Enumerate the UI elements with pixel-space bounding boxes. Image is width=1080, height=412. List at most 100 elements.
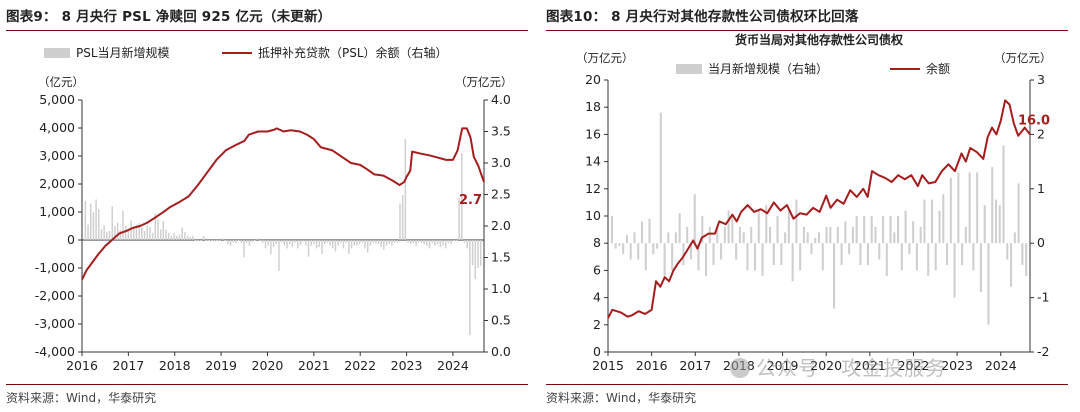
- bar-mark: [114, 226, 116, 240]
- bar-mark: [682, 243, 685, 265]
- bar-mark: [415, 240, 417, 246]
- left-tick-label: 0: [593, 344, 601, 359]
- panel-title: 图表9： 8 月央行 PSL 净赎回 925 亿元（未更新）: [6, 9, 332, 25]
- x-tick-label: 2024: [437, 358, 469, 373]
- left-tick-label: 14: [585, 154, 601, 169]
- bar-mark: [821, 243, 824, 271]
- bar-mark: [192, 235, 194, 240]
- bar-mark: [361, 240, 364, 243]
- bar-mark: [444, 240, 447, 249]
- bar-mark: [176, 235, 178, 240]
- bar-mark: [750, 226, 753, 244]
- bar-mark: [410, 240, 412, 245]
- bar-mark: [663, 243, 666, 276]
- bar-mark: [976, 172, 979, 244]
- bar-mark: [106, 231, 108, 240]
- bar-mark: [716, 226, 719, 244]
- bar-mark: [345, 240, 347, 243]
- bar-mark: [141, 227, 143, 240]
- bar-mark: [855, 216, 858, 244]
- bar-mark: [742, 232, 745, 244]
- bar-mark: [946, 243, 949, 265]
- x-tick-label: 2022: [344, 358, 376, 373]
- bar-mark: [455, 240, 458, 241]
- watermark: 公众号 · 攻金投服务: [730, 352, 946, 381]
- bar-mark: [412, 240, 415, 243]
- legend-label-line: 抵押补充贷款（PSL）余额（右轴）: [258, 45, 448, 60]
- left-tick-label: -1,000: [35, 260, 75, 275]
- right-tick-label: 2.5: [491, 187, 511, 202]
- bar-mark: [893, 232, 896, 244]
- right-tick-label: 1: [1037, 181, 1045, 196]
- bar-mark: [885, 243, 888, 276]
- bar-mark: [229, 240, 232, 246]
- left-tick-label: 4: [593, 290, 601, 305]
- bar-mark: [795, 199, 798, 244]
- bar-mark: [165, 229, 167, 240]
- bar-mark: [350, 240, 353, 249]
- right-tick-label: 2.0: [491, 218, 511, 233]
- bar-mark: [245, 240, 248, 243]
- bar-mark: [385, 240, 388, 246]
- bar-mark: [377, 240, 380, 245]
- bar-mark: [404, 139, 407, 240]
- bar-mark: [458, 198, 460, 240]
- bar-mark: [372, 240, 374, 243]
- source-note: 资料来源：Wind，华泰研究: [6, 391, 157, 405]
- right-tick-label: 4.0: [491, 92, 511, 107]
- bar-mark: [814, 237, 817, 244]
- bar-mark: [678, 213, 681, 244]
- bar-mark: [307, 240, 310, 257]
- bar-mark: [302, 240, 304, 242]
- bar-mark: [243, 240, 245, 258]
- right-tick-label: -1: [1037, 290, 1049, 305]
- bar-mark: [704, 243, 708, 276]
- bar-mark: [453, 240, 455, 241]
- left-tick-label: 8: [593, 235, 601, 250]
- right-tick-label: -2: [1037, 344, 1049, 359]
- bar-mark: [471, 240, 474, 266]
- bar-mark: [844, 221, 847, 244]
- bar-mark: [991, 167, 994, 244]
- bar-mark: [407, 240, 409, 243]
- bar-mark: [614, 243, 617, 249]
- bar-mark: [375, 240, 377, 244]
- bar-mark: [908, 243, 911, 255]
- bar-mark: [983, 205, 986, 244]
- bar-mark: [870, 216, 873, 244]
- bar-mark: [1017, 183, 1020, 244]
- bar-mark: [321, 240, 323, 254]
- bar-mark: [618, 243, 621, 246]
- bar-mark: [323, 240, 326, 245]
- x-tick-label: 2023: [941, 358, 973, 373]
- bar-mark: [167, 233, 170, 240]
- bar-mark: [98, 209, 100, 240]
- bar-mark: [122, 210, 124, 240]
- left-axis-unit: （亿元）: [38, 75, 84, 89]
- bar-mark: [111, 206, 113, 240]
- bar-mark: [108, 231, 111, 240]
- watermark-text: 公众号 · 攻金投服务: [756, 356, 947, 380]
- bar-mark: [251, 240, 253, 243]
- bar-mark: [674, 232, 677, 244]
- bar-mark: [479, 240, 482, 266]
- bar-mark: [149, 227, 151, 240]
- bar-mark: [720, 243, 723, 260]
- bar-mark: [934, 243, 937, 271]
- bar-mark: [337, 240, 339, 246]
- legend-label-bar: PSL当月新增规模: [76, 45, 170, 60]
- bar-mark: [151, 233, 154, 240]
- bar-mark: [170, 235, 173, 240]
- bar-mark: [87, 224, 89, 240]
- bar-mark: [399, 203, 401, 240]
- left-axis-unit: （万亿元）: [576, 51, 634, 65]
- bar-mark: [840, 243, 843, 265]
- last-value-label: 2.7: [459, 193, 482, 208]
- bar-mark: [89, 203, 92, 240]
- bar-mark: [447, 240, 450, 243]
- left-tick-label: 5,000: [39, 92, 75, 107]
- bar-mark: [463, 240, 466, 243]
- bar-mark: [391, 240, 393, 246]
- bar-mark: [202, 235, 205, 240]
- bar-mark: [297, 240, 299, 249]
